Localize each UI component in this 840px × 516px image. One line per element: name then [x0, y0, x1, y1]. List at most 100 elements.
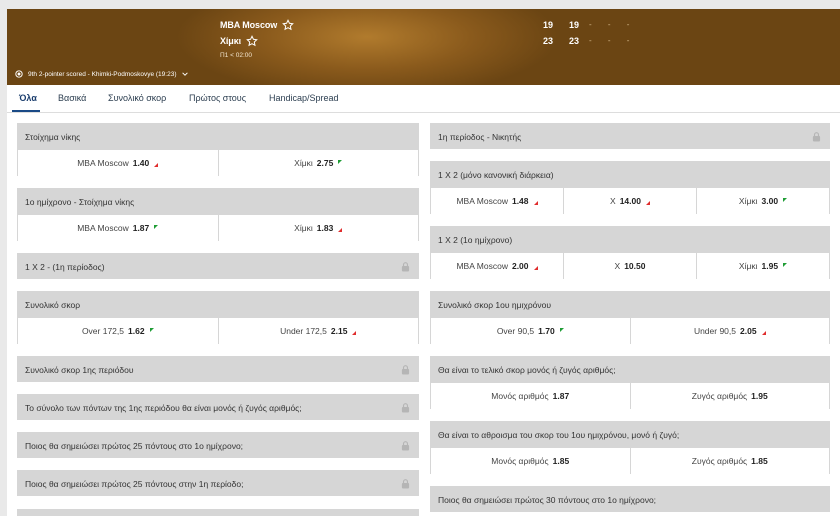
odds-button[interactable]: Ζυγός αριθμός 1.95	[631, 383, 830, 409]
odds-button[interactable]: Μονός αριθμός 1.85	[431, 448, 631, 474]
odds-button[interactable]: Over 172,5 1.62	[18, 318, 219, 344]
tab-handicap[interactable]: Handicap/Spread	[269, 93, 339, 103]
market-header[interactable]: Ποιος θα σημειώσει πρώτος 30 πόντους στο…	[431, 487, 829, 513]
odds-price: 2.75	[316, 158, 334, 168]
lock-icon	[401, 479, 410, 489]
odds-button[interactable]: MBA Moscow 2.00	[431, 253, 564, 279]
odds-button[interactable]: X 10.50	[564, 253, 697, 279]
market-title: Συνολικό σκορ 1ου ημιχρόνου	[438, 300, 552, 310]
market-block: Θα είναι το αθροισμα του σκορ του 1ου ημ…	[430, 421, 830, 474]
market-block: Θα είναι το τελικό σκορ μονός ή ζυγός αρ…	[430, 356, 830, 409]
live-event-toggle[interactable]: 9th 2-pointer scored - Khimki-Podmoskovy…	[15, 70, 189, 78]
period1-score-team1: 19	[569, 20, 580, 30]
odds-down-icon	[533, 200, 538, 205]
odds-label: Χίμκι	[738, 261, 758, 271]
market-header[interactable]: Θα είναι το αθροισμα του σκορ του 1ου ημ…	[431, 422, 829, 448]
odds-button[interactable]: Under 172,5 2.15	[219, 318, 419, 344]
market-header[interactable]: Στοίχημα νίκης	[18, 124, 418, 150]
odds-up-icon	[783, 262, 788, 267]
odds-button[interactable]: Χίμκι 1.83	[219, 215, 419, 241]
odds-up-icon	[149, 327, 154, 332]
market-header[interactable]: 1η περίοδος - Νικητής	[431, 124, 829, 150]
tab-total-score[interactable]: Συνολικό σκορ	[108, 93, 167, 103]
odds-button[interactable]: Χίμκι 2.75	[219, 150, 419, 176]
odds-price: 1.83	[316, 223, 334, 233]
odds-price: 1.95	[751, 391, 768, 401]
odds-price: 1.48	[511, 196, 529, 206]
favorite-star-icon[interactable]	[282, 19, 295, 31]
odds-button[interactable]: Ζυγός αριθμός 1.85	[631, 448, 830, 474]
favorite-star-icon[interactable]	[246, 35, 258, 47]
odds-row: Μονός αριθμός 1.85 Ζυγός αριθμός 1.85	[431, 448, 829, 474]
market-block: Συνολικό σκορ 1ης περιόδου	[17, 356, 419, 382]
odds-label: Ζυγός αριθμός	[691, 391, 748, 401]
market-header[interactable]: Ποιος θα σημειώσει πρώτος 25 πόντους στο…	[18, 433, 418, 459]
market-block: Ποιος θα σημειώσει πρώτος 25 πόντους στη…	[17, 470, 419, 496]
odds-price: 1.87	[552, 391, 570, 401]
tab-basic[interactable]: Βασικά	[58, 93, 87, 103]
odds-down-icon	[338, 227, 343, 232]
market-header[interactable]: Ποιος θα σημειώσει πρώτος 25 πόντους στη…	[18, 471, 418, 497]
odds-price: 14.00	[619, 196, 641, 206]
odds-button[interactable]: Under 90,5 2.05	[631, 318, 830, 344]
market-title: Ποιος θα σημειώσει πρώτος 25 πόντους στη…	[25, 479, 244, 489]
odds-button[interactable]: Μονός αριθμός 1.87	[431, 383, 631, 409]
odds-price: 1.85	[552, 456, 570, 466]
odds-price: 1.95	[761, 261, 779, 271]
market-header[interactable]: Συνολικό σκορ	[18, 292, 418, 318]
market-block: Στοίχημα νίκης MBA Moscow 1.40 Χίμκι 2.75	[17, 123, 419, 176]
odds-button[interactable]: MBA Moscow 1.48	[431, 188, 564, 214]
odds-price: 3.00	[761, 196, 779, 206]
odds-down-icon	[154, 162, 159, 167]
market-header[interactable]: 1 X 2 (μόνο κανονική διάρκεια)	[431, 162, 829, 188]
match-header: MBA Moscow Χίμκι Π1 < 02:00 19 23 19 23 …	[7, 9, 840, 85]
market-title: Στοίχημα νίκης	[25, 132, 81, 142]
odds-button[interactable]: Χίμκι 1.95	[697, 253, 829, 279]
odds-row: Μονός αριθμός 1.87 Ζυγός αριθμός 1.95	[431, 383, 829, 409]
market-block: 1 X 2 (μόνο κανονική διάρκεια) MBA Moscow…	[430, 161, 830, 214]
team2-name: Χίμκι	[220, 36, 242, 46]
market-header[interactable]: 1 X 2 - (1η περίοδος)	[18, 254, 418, 280]
odds-price: 1.62	[128, 326, 145, 336]
odds-button[interactable]: MBA Moscow 1.87	[18, 215, 219, 241]
odds-row: MBA Moscow 1.48 X 14.00 Χίμκι 3.00	[431, 188, 829, 214]
market-block: Συνολικό σκορ 1ου ημιχρόνου Over 90,5 1.70…	[430, 291, 830, 344]
odds-button[interactable]: Over 90,5 1.70	[431, 318, 631, 344]
odds-row: MBA Moscow 1.87 Χίμκι 1.83	[18, 215, 418, 241]
market-title: Συνολικό σκορ	[25, 300, 81, 310]
market-block: Ποιος θα σημειώσει πρώτος 25 πόντους στο…	[17, 432, 419, 458]
chevron-down-icon	[182, 72, 189, 76]
active-tab-indicator	[12, 110, 40, 112]
period1-score-team2: 23	[569, 36, 580, 46]
odds-row: Over 90,5 1.70 Under 90,5 2.05	[431, 318, 829, 344]
market-header[interactable]: Θα είναι το τελικό σκορ μονός ή ζυγός αρ…	[431, 357, 829, 383]
market-title: 1η περίοδος - Νικητής	[438, 132, 522, 142]
period-placeholders: - - -	[589, 36, 637, 45]
odds-up-icon	[783, 197, 788, 202]
odds-label: Ζυγός αριθμός	[691, 456, 748, 466]
live-event-icon	[15, 70, 23, 78]
odds-button[interactable]: X 14.00	[564, 188, 697, 214]
tab-first-to[interactable]: Πρώτος στους	[189, 93, 247, 103]
odds-label: Μονός αριθμός	[491, 391, 549, 401]
odds-button[interactable]: MBA Moscow 1.40	[18, 150, 219, 176]
market-header[interactable]: Το σύνολο των πόντων της 1ης περιόδου θα…	[18, 395, 418, 421]
market-header[interactable]: Συνολικό σκορ 1ης περιόδου	[18, 357, 418, 383]
tab-all[interactable]: Όλα	[19, 93, 37, 103]
odds-button[interactable]: Χίμκι 3.00	[697, 188, 829, 214]
app-frame: MBA Moscow Χίμκι Π1 < 02:00 19 23 19 23 …	[7, 9, 840, 516]
odds-row: MBA Moscow 2.00 X 10.50 Χίμκι 1.95	[431, 253, 829, 279]
market-header[interactable]: 1ο ημίχρονο - Στοίχημα νίκης	[18, 189, 418, 215]
market-header[interactable]: 1 X 2 (1ο ημίχρονο)	[431, 227, 829, 253]
odds-label: MBA Moscow	[77, 223, 129, 233]
odds-label: MBA Moscow	[456, 261, 508, 271]
score-team1: 19	[543, 20, 554, 30]
market-tabs: Όλα Βασικά Συνολικό σκορ Πρώτος στους Ha…	[7, 85, 840, 113]
market-title: Το σύνολο των πόντων της 1ης περιόδου θα…	[25, 403, 302, 413]
lock-icon	[401, 365, 410, 375]
odds-label: Over 172,5	[81, 326, 124, 336]
market-block: 1 X 2 - (1η περίοδος)	[17, 253, 419, 279]
market-header[interactable]: Συνολικό σκορ 1ου ημιχρόνου	[431, 292, 829, 318]
odds-label: Μονός αριθμός	[491, 456, 549, 466]
market-title: Ποιος θα σημειώσει πρώτος 30 πόντους στο…	[438, 495, 657, 505]
